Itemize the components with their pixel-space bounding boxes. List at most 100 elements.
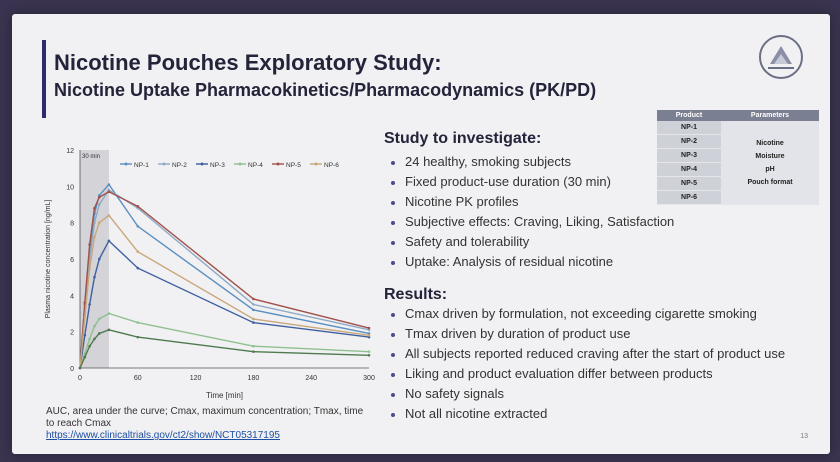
data-point bbox=[252, 344, 255, 348]
data-point bbox=[252, 297, 255, 301]
parameter-item: pH bbox=[765, 165, 775, 173]
data-point bbox=[97, 332, 101, 335]
results-list: Cmax driven by formulation, not exceedin… bbox=[387, 304, 785, 424]
study-item: Subjective effects: Craving, Liking, Sat… bbox=[387, 212, 674, 232]
legend-label: NP-2 bbox=[172, 162, 187, 169]
data-point bbox=[136, 250, 140, 254]
data-point bbox=[136, 335, 140, 339]
legend-marker bbox=[124, 162, 128, 166]
product-np5: NP-5 bbox=[657, 176, 721, 191]
series-line bbox=[79, 189, 370, 369]
legend-marker bbox=[200, 162, 204, 166]
legend-marker bbox=[276, 162, 280, 166]
data-point bbox=[93, 206, 96, 210]
x-tick-label: 120 bbox=[190, 375, 202, 382]
study-item: Uptake: Analysis of residual nicotine bbox=[387, 252, 674, 272]
data-point bbox=[88, 337, 91, 341]
legend-marker bbox=[314, 162, 318, 166]
parameter-item: Pouch format bbox=[747, 178, 793, 186]
product-np4: NP-4 bbox=[657, 162, 721, 177]
data-point bbox=[83, 334, 87, 337]
x-axis-label: Time [min] bbox=[206, 391, 243, 400]
y-tick-label: 2 bbox=[70, 330, 74, 337]
y-tick-label: 0 bbox=[70, 366, 74, 373]
x-tick-label: 240 bbox=[305, 375, 317, 382]
table-header-product: Product bbox=[657, 110, 721, 121]
data-point bbox=[252, 350, 255, 353]
company-logo-icon bbox=[759, 35, 803, 79]
product-parameters-table: Product Parameters NP-1 Nicotine Moistur… bbox=[657, 110, 819, 205]
data-point bbox=[88, 303, 91, 306]
results-item: Cmax driven by formulation, not exceedin… bbox=[387, 304, 785, 324]
parameters-cell: Nicotine Moisture pH Pouch format bbox=[721, 121, 819, 205]
data-point bbox=[367, 334, 371, 337]
data-point bbox=[93, 221, 96, 224]
y-tick-label: 4 bbox=[70, 293, 74, 300]
study-item: Fixed product-use duration (30 min) bbox=[387, 172, 674, 192]
parameter-item: Nicotine bbox=[756, 139, 784, 147]
footnote: AUC, area under the curve; Cmax, maximum… bbox=[46, 406, 366, 442]
data-point bbox=[83, 301, 87, 304]
study-item: Nicotine PK profiles bbox=[387, 192, 674, 212]
data-point bbox=[136, 321, 140, 324]
results-item: No safety signals bbox=[387, 384, 785, 404]
data-point bbox=[88, 266, 91, 270]
legend-label: NP-5 bbox=[286, 162, 301, 169]
data-point bbox=[367, 328, 371, 332]
x-tick-label: 0 bbox=[78, 375, 82, 382]
results-item: Not all nicotine extracted bbox=[387, 404, 785, 424]
series-line bbox=[79, 214, 370, 369]
y-axis-label: Plasma nicotine concentration [ng/mL] bbox=[45, 200, 52, 319]
y-tick-label: 12 bbox=[66, 148, 74, 155]
product-np2: NP-2 bbox=[657, 134, 721, 149]
data-point bbox=[97, 195, 101, 199]
study-item: Safety and tolerability bbox=[387, 232, 674, 252]
title-accent-bar bbox=[42, 40, 46, 118]
clinicaltrials-link[interactable]: https://www.clinicaltrials.gov/ct2/show/… bbox=[46, 430, 280, 441]
footnote-text: AUC, area under the curve; Cmax, maximum… bbox=[46, 406, 364, 429]
data-point bbox=[97, 203, 101, 206]
study-item: 24 healthy, smoking subjects bbox=[387, 152, 674, 172]
slide-subtitle: Nicotine Uptake Pharmacokinetics/Pharmac… bbox=[54, 80, 597, 100]
data-point bbox=[136, 266, 140, 270]
data-point bbox=[367, 350, 371, 353]
product-np6: NP-6 bbox=[657, 190, 721, 205]
y-tick-label: 6 bbox=[70, 257, 74, 264]
x-tick-label: 60 bbox=[134, 375, 142, 382]
data-point bbox=[107, 190, 111, 194]
slide-title: Nicotine Pouches Exploratory Study: bbox=[54, 50, 442, 75]
data-point bbox=[97, 257, 101, 261]
data-point bbox=[83, 315, 87, 319]
legend-label: NP-1 bbox=[134, 162, 149, 169]
data-point bbox=[78, 366, 82, 370]
legend-label: NP-3 bbox=[210, 162, 225, 169]
product-np1: NP-1 bbox=[657, 121, 721, 135]
data-point bbox=[367, 335, 371, 339]
y-tick-label: 8 bbox=[70, 221, 74, 228]
legend-label: NP-4 bbox=[248, 162, 263, 169]
data-point bbox=[93, 337, 96, 341]
data-point bbox=[93, 324, 96, 328]
data-point bbox=[252, 308, 255, 312]
legend-marker bbox=[162, 162, 166, 166]
data-point bbox=[88, 243, 91, 246]
data-point bbox=[136, 225, 140, 228]
data-point bbox=[93, 235, 96, 239]
data-point bbox=[107, 312, 111, 315]
series-line bbox=[79, 312, 370, 369]
data-point bbox=[367, 353, 371, 357]
data-point bbox=[107, 214, 111, 217]
data-point bbox=[107, 328, 111, 332]
data-point bbox=[252, 303, 255, 306]
results-item: Tmax driven by duration of product use bbox=[387, 324, 785, 344]
page-number: 13 bbox=[800, 433, 808, 440]
y-tick-label: 10 bbox=[66, 184, 74, 191]
data-point bbox=[97, 317, 101, 321]
results-item: Liking and product evaluation differ bet… bbox=[387, 364, 785, 384]
data-point bbox=[107, 188, 111, 192]
data-point bbox=[107, 239, 111, 243]
study-list: 24 healthy, smoking subjects Fixed produ… bbox=[387, 152, 674, 272]
data-point bbox=[97, 221, 101, 224]
slide: Nicotine Pouches Exploratory Study: Nico… bbox=[12, 14, 830, 454]
